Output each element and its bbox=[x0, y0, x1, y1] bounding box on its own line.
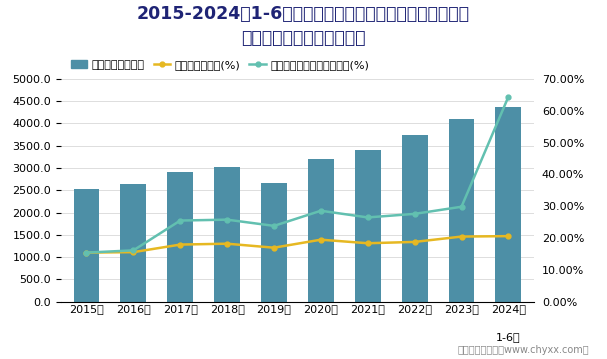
Bar bbox=[402, 135, 427, 302]
Bar bbox=[214, 167, 240, 302]
Text: 2015-2024年1-6月铁路、船舶、航空航天和其他运输设备: 2015-2024年1-6月铁路、船舶、航空航天和其他运输设备 bbox=[137, 5, 470, 23]
Text: 制造业企业应收账款统计图: 制造业企业应收账款统计图 bbox=[241, 29, 366, 47]
Bar bbox=[261, 183, 287, 302]
Bar bbox=[449, 119, 475, 302]
Text: 1-6月: 1-6月 bbox=[496, 332, 521, 342]
Bar bbox=[73, 189, 100, 302]
Bar bbox=[308, 159, 334, 302]
Bar bbox=[120, 184, 146, 302]
Text: 制图：智研咨询（www.chyxx.com）: 制图：智研咨询（www.chyxx.com） bbox=[457, 345, 589, 355]
Bar bbox=[168, 172, 193, 302]
Bar bbox=[495, 107, 521, 302]
Legend: 应收账款（亿元）, 应收账款百分比(%), 应收账款占营业收入的比重(%): 应收账款（亿元）, 应收账款百分比(%), 应收账款占营业收入的比重(%) bbox=[66, 56, 374, 74]
Bar bbox=[355, 150, 381, 302]
